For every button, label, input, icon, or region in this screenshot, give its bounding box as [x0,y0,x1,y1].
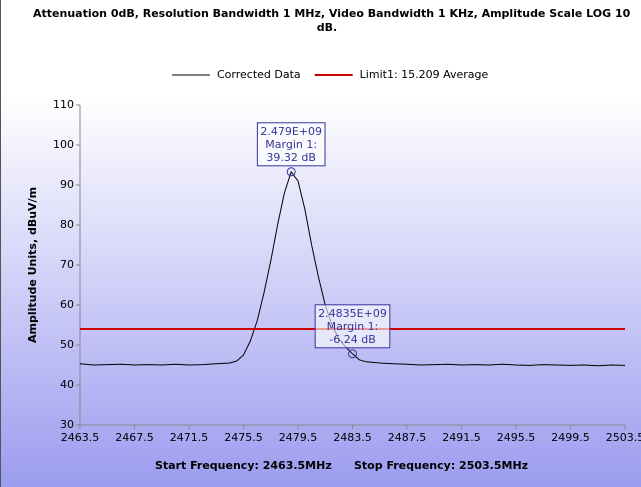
x-tick-label: 2499.5 [551,431,590,444]
marker [286,167,296,177]
annotation-text: 2.4835E+09 [318,307,387,320]
marker [348,349,357,359]
y-tick-label: 40 [60,378,74,391]
title-line: Attenuation 0dB, Resolution Bandwidth 1 … [33,7,631,20]
y-tick-label: 80 [60,218,74,231]
y-tick-label: 100 [53,138,74,151]
annotation-text: 2.479E+09 [260,125,322,138]
annotation-text: 39.32 dB [266,151,316,164]
x-tick-label: 2495.5 [497,431,536,444]
y-tick-label: 50 [60,338,74,351]
legend-label: Limit1: 15.209 Average [360,68,489,81]
annotation-box [314,304,391,349]
x-tick-label: 2467.5 [115,431,154,444]
annotation-text: Margin 1: [327,320,379,333]
annotation-text: -6.24 dB [329,333,376,346]
x-tick-label: 2471.5 [170,431,209,444]
annotation-text: Margin 1: [265,138,317,151]
x-tick-label: 2463.5 [61,431,100,444]
x-tick-label: 2483.5 [333,431,372,444]
x-tick-label: 2503.5 [606,431,641,444]
y-tick-label: 90 [60,178,74,191]
y-axis-label: Amplitude Units, dBuV/m [26,187,39,343]
y-tick-label: 30 [60,418,74,431]
y-tick-label: 70 [60,258,74,271]
footer: Stop Frequency: 2503.5MHz [354,459,528,472]
annotation-box [256,122,326,167]
x-tick-label: 2475.5 [224,431,263,444]
title-line: dB. [317,21,337,34]
x-tick-label: 2479.5 [279,431,318,444]
x-tick-label: 2491.5 [442,431,481,444]
x-tick-label: 2487.5 [388,431,427,444]
y-tick-label: 60 [60,298,74,311]
footer: Start Frequency: 2463.5MHz [155,459,332,472]
legend-label: Corrected Data [217,68,301,81]
y-tick-label: 110 [53,98,74,111]
